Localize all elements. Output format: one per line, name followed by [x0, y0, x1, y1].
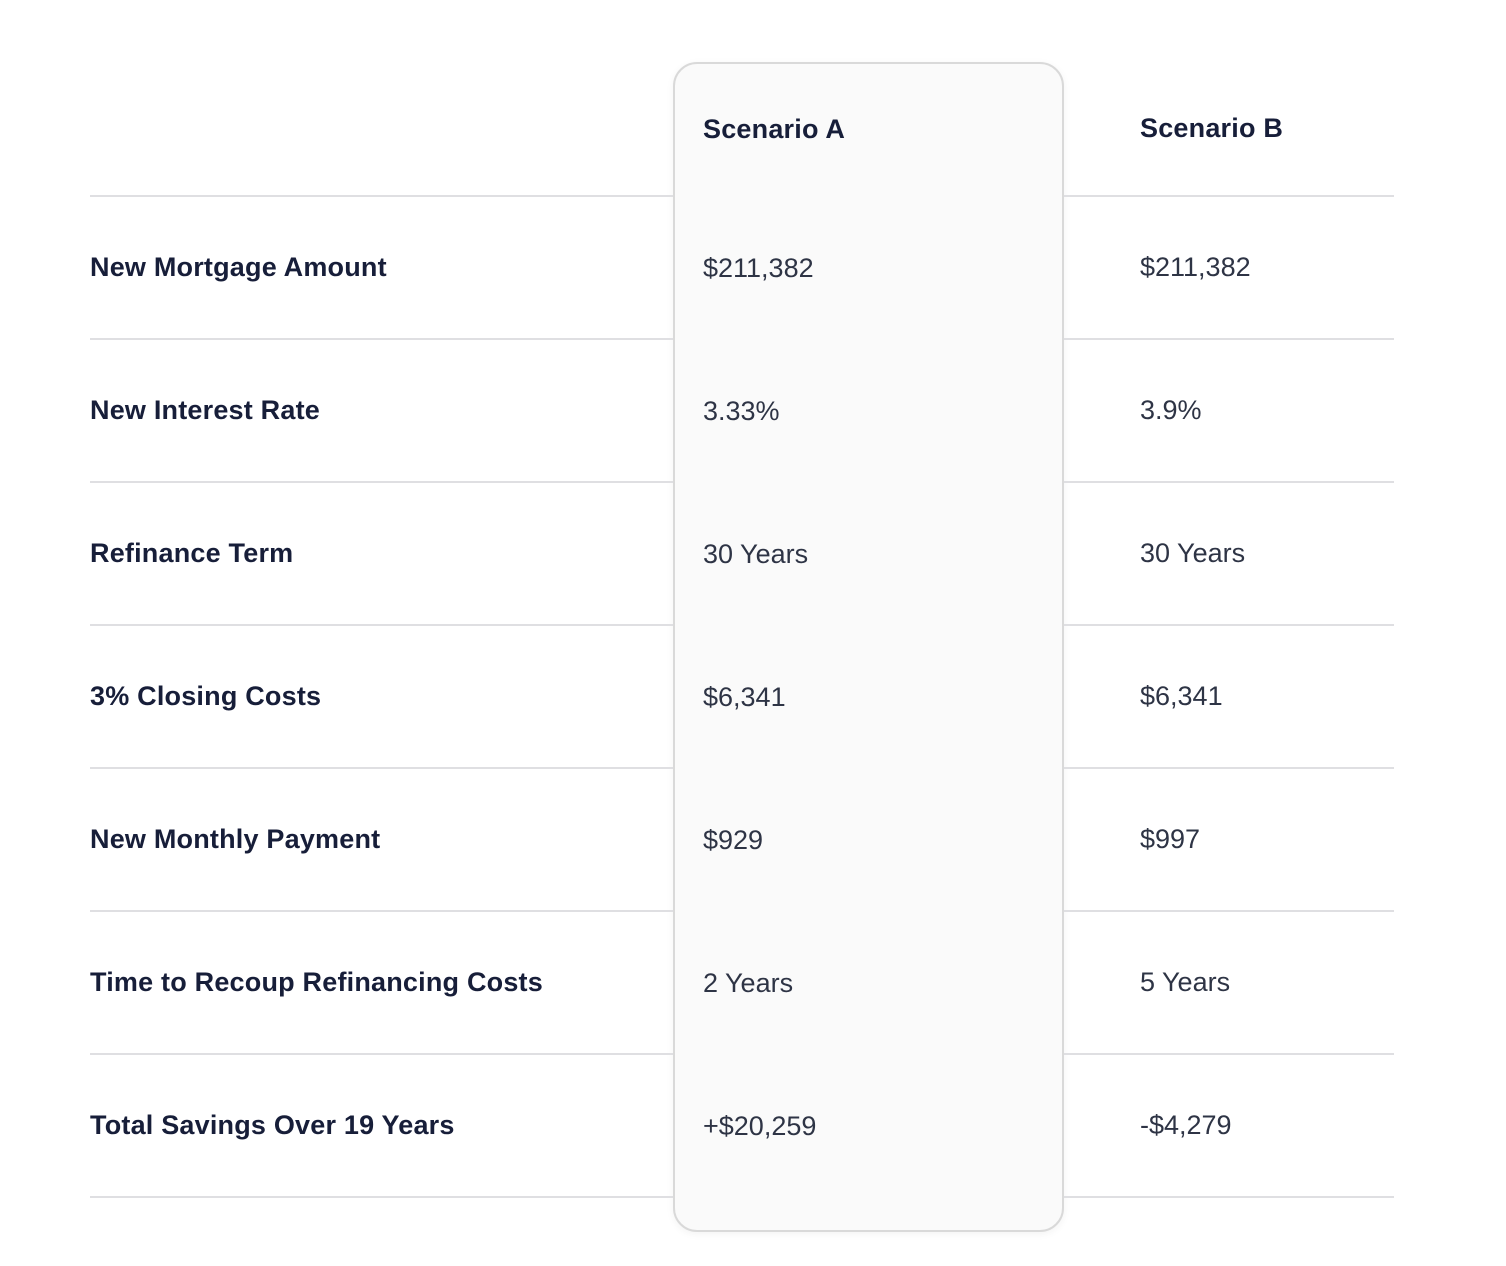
scenario-b-value: 5 Years — [1064, 912, 1394, 1055]
scenario-a-value: $929 — [703, 825, 764, 855]
table-row-total-savings: Total Savings Over 19 Years +$20,259 -$4… — [90, 1055, 1394, 1198]
row-label: Refinance Term — [90, 483, 673, 626]
scenario-b-value: $997 — [1064, 769, 1394, 912]
row-label: New Monthly Payment — [90, 769, 673, 912]
scenario-b-value: $6,341 — [1064, 626, 1394, 769]
scenario-a-value: +$20,259 — [703, 1111, 817, 1141]
scenario-b-value: -$4,279 — [1064, 1055, 1394, 1198]
table-row-new-monthly-payment: New Monthly Payment $929 $997 — [90, 769, 1394, 912]
row-label: Total Savings Over 19 Years — [90, 1055, 673, 1198]
row-label: 3% Closing Costs — [90, 626, 673, 769]
scenario-a-value: $211,382 — [703, 253, 814, 283]
scenario-a-value: 3.33% — [703, 396, 780, 426]
scenario-a-highlight-card — [673, 62, 1064, 1232]
table-row-new-interest-rate: New Interest Rate 3.33% 3.9% — [90, 340, 1394, 483]
header-spacer — [90, 62, 673, 197]
scenario-b-value: $211,382 — [1064, 197, 1394, 340]
scenario-a-value: 2 Years — [703, 968, 794, 998]
table-header-row: Scenario A Scenario B — [90, 62, 1394, 197]
scenario-a-value: $6,341 — [703, 682, 786, 712]
column-header-scenario-a: Scenario A — [703, 114, 846, 144]
row-label: Time to Recoup Refinancing Costs — [90, 912, 673, 1055]
row-label: New Interest Rate — [90, 340, 673, 483]
table-row-time-to-recoup: Time to Recoup Refinancing Costs 2 Years… — [90, 912, 1394, 1055]
scenario-b-value: 3.9% — [1064, 340, 1394, 483]
scenario-b-value: 30 Years — [1064, 483, 1394, 626]
scenario-a-value: 30 Years — [703, 539, 809, 569]
table-row-refinance-term: Refinance Term 30 Years 30 Years — [90, 483, 1394, 626]
row-label: New Mortgage Amount — [90, 197, 673, 340]
comparison-table: Scenario A Scenario B New Mortgage Amoun… — [90, 62, 1394, 1198]
table-row-closing-costs: 3% Closing Costs $6,341 $6,341 — [90, 626, 1394, 769]
column-header-scenario-b: Scenario B — [1064, 62, 1394, 197]
table-row-new-mortgage-amount: New Mortgage Amount $211,382 $211,382 — [90, 197, 1394, 340]
